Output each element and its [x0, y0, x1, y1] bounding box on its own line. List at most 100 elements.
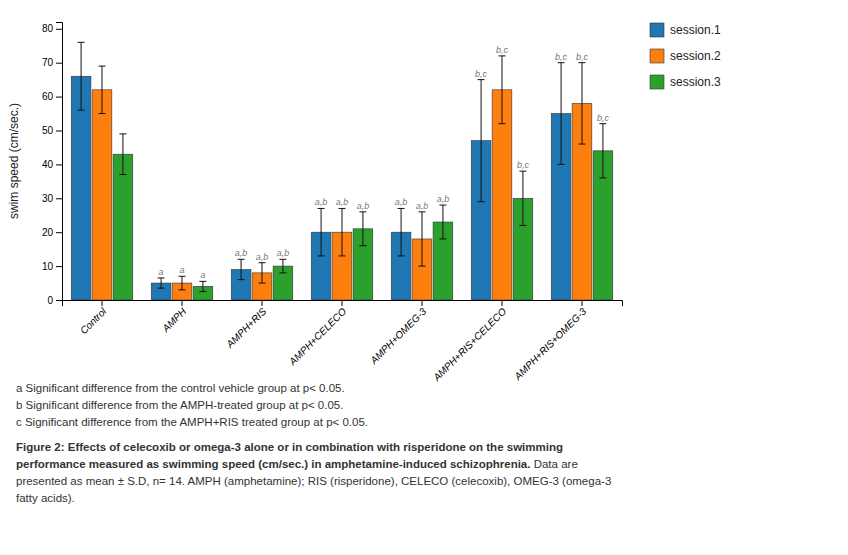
- tick-label: 70: [42, 57, 54, 68]
- caption-bold: performance measured as swimming speed (…: [16, 458, 530, 470]
- plot: 0 10 20 30 40 50 60 70 80 Control AMPH AMPH+RIS AMPH…: [7, 23, 623, 384]
- tick-label: 0: [47, 295, 53, 306]
- series: [92, 56, 592, 300]
- chart: 0 10 20 30 40 50 60 70 80 Control AMPH AMPH+RIS AMPH…: [0, 0, 848, 555]
- tick-mark: [56, 232, 62, 233]
- tick: 0: [47, 295, 62, 306]
- tick: 50: [42, 125, 62, 136]
- tick: 30: [42, 193, 62, 204]
- tick: 40: [42, 159, 62, 170]
- error-bar: [99, 66, 106, 113]
- error-bar: [318, 208, 325, 255]
- annotation: b,c: [597, 113, 610, 123]
- tick-mark: [56, 198, 62, 199]
- tick-label: AMPH+RIS: [224, 305, 269, 350]
- tick-label: 80: [42, 23, 54, 34]
- marks: [71, 42, 612, 300]
- annotation: b,c: [576, 52, 589, 62]
- tick-mark: [582, 300, 583, 306]
- tick-label: 50: [42, 125, 54, 136]
- legend-item: session.2: [650, 49, 721, 63]
- tick-mark: [56, 130, 62, 131]
- legend-item: session.3: [650, 75, 721, 89]
- annotation: a,b: [357, 201, 370, 211]
- error-bar: [179, 276, 186, 290]
- footnote: a Significant difference from the contro…: [16, 382, 345, 394]
- tick-label: 40: [42, 159, 54, 170]
- tick-mark: [182, 300, 183, 306]
- error-bar: [359, 212, 366, 246]
- annotation: a,b: [256, 252, 269, 262]
- error-bar: [158, 278, 165, 288]
- tick-mark: [342, 300, 343, 306]
- caption-text: fatty acids).: [16, 492, 75, 504]
- annotation: a,b: [437, 194, 450, 204]
- legend-swatch: [650, 23, 664, 37]
- annotation: b,c: [475, 69, 488, 79]
- error-bar: [519, 171, 526, 225]
- tick-mark: [502, 300, 503, 306]
- error-bar: [579, 63, 586, 144]
- annotations: aa,ba,ba,bb,cb,caa,ba,ba,bb,cb,caa,ba,ba…: [159, 45, 610, 280]
- error-bar: [339, 208, 346, 255]
- annotation: a,b: [235, 248, 248, 258]
- error-bar: [279, 259, 286, 273]
- annotation: a,b: [336, 197, 349, 207]
- tick: AMPH+RIS+CELECO: [430, 300, 508, 384]
- error-bar: [398, 208, 405, 255]
- caption-text: Data are: [534, 458, 578, 470]
- tick-mark: [56, 29, 62, 30]
- x-axis: Control AMPH AMPH+RIS AMPH+CELECO AMPH+OMEG-…: [63, 300, 623, 384]
- legend-swatch: [650, 75, 664, 89]
- error-bar: [599, 124, 606, 178]
- tick-label: AMPH+RIS+CELECO: [430, 306, 508, 384]
- tick-label: AMPH+RIS+OMEG-3: [511, 305, 588, 382]
- annotation: b,c: [555, 52, 568, 62]
- error-bar: [478, 80, 485, 202]
- tick: AMPH+OMEG-3: [367, 300, 428, 367]
- tick-mark: [422, 300, 423, 306]
- annotation: a: [200, 270, 205, 280]
- tick-mark: [56, 300, 62, 301]
- error-bar: [78, 42, 85, 110]
- tick-mark: [56, 266, 62, 267]
- tick-mark: [56, 164, 62, 165]
- legend-label: session.2: [670, 49, 721, 63]
- annotation: a,b: [395, 197, 408, 207]
- legend-swatch: [650, 49, 664, 63]
- tick-label: Control: [78, 305, 109, 336]
- tick: 10: [42, 261, 62, 272]
- tick-mark: [262, 300, 263, 306]
- bar: [113, 154, 133, 300]
- tick-label: 10: [42, 261, 54, 272]
- error-bar: [419, 212, 426, 266]
- tick-label: 60: [42, 91, 54, 102]
- tick-label: 30: [42, 193, 54, 204]
- tick: AMPH: [159, 300, 188, 335]
- tick: 60: [42, 91, 62, 102]
- caption-line: performance measured as swimming speed (…: [16, 458, 578, 470]
- axis-line: [56, 23, 63, 301]
- error-bar: [558, 63, 565, 165]
- tick-label: 20: [42, 227, 54, 238]
- tick-label: AMPH+OMEG-3: [367, 305, 428, 366]
- axis-title: swim speed (cm/sec.): [7, 103, 21, 219]
- footnote: b Significant difference from the AMPH-t…: [16, 399, 343, 411]
- legend: session.1 session.2 session.3: [650, 23, 721, 89]
- footnote: c Significant difference from the AMPH+R…: [16, 416, 368, 428]
- annotation: b,c: [496, 45, 509, 55]
- legend-label: session.1: [670, 23, 721, 37]
- tick-label: AMPH+CELECO: [286, 306, 348, 368]
- tick: AMPH+RIS+OMEG-3: [511, 300, 588, 383]
- error-bar: [439, 205, 446, 239]
- tick: AMPH+RIS: [224, 300, 269, 350]
- error-bar: [499, 56, 506, 124]
- series: [113, 124, 613, 300]
- caption-text: presented as mean ± S.D, n= 14. AMPH (am…: [16, 475, 611, 487]
- legend-item: session.1: [650, 23, 721, 37]
- caption-bold: Figure 2: Effects of celecoxib or omega-…: [16, 441, 563, 453]
- series: [71, 42, 571, 300]
- error-bar: [259, 263, 266, 283]
- annotation: a: [159, 267, 164, 277]
- annotation: b,c: [517, 160, 530, 170]
